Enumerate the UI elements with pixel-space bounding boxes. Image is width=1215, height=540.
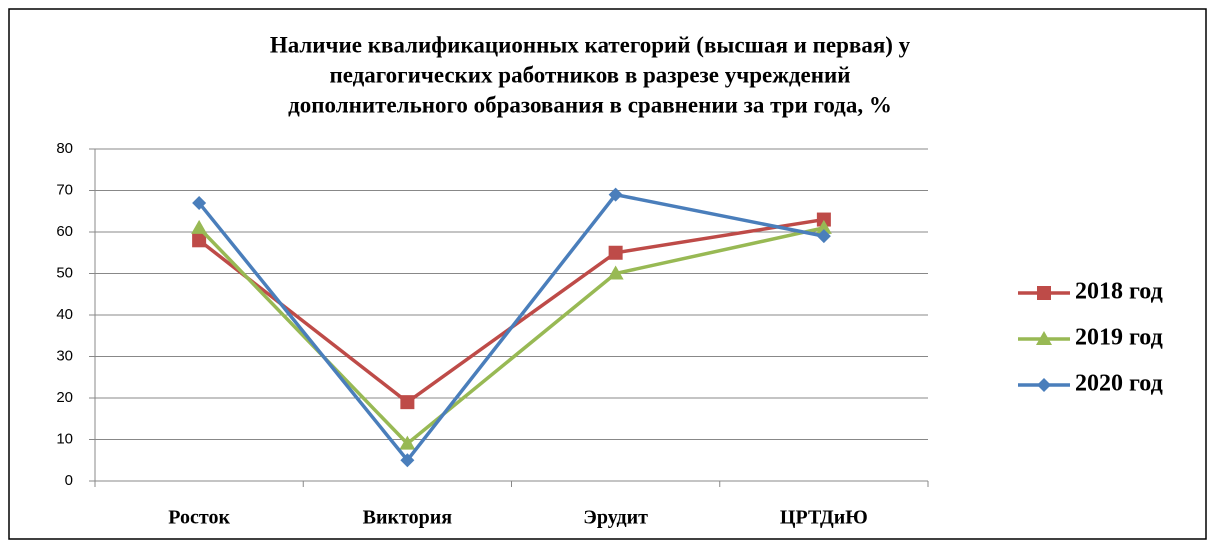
marker [192, 195, 207, 210]
marker [607, 265, 624, 280]
marker [608, 245, 623, 260]
legend-label: 2018 год [1075, 279, 1163, 305]
legend-label: 2019 год [1075, 325, 1163, 351]
marker [815, 219, 832, 234]
y-tick-label: 10 [56, 430, 73, 447]
marker [816, 229, 831, 244]
x-tick-label: Виктория [363, 507, 453, 529]
marker [1036, 331, 1052, 345]
y-tick-label: 70 [56, 181, 73, 198]
y-tick-label: 40 [56, 306, 73, 323]
series-line [197, 192, 825, 464]
marker [816, 212, 831, 227]
chart-title: педагогических работников в разрезе учре… [330, 62, 851, 87]
marker [1037, 378, 1051, 392]
x-tick-label: Росток [168, 507, 230, 529]
marker [192, 233, 207, 248]
x-tick-label: ЦРТДиЮ [780, 507, 868, 529]
y-tick-label: 80 [56, 140, 73, 157]
marker [399, 435, 416, 450]
marker [191, 219, 208, 234]
y-tick-label: 0 [65, 472, 73, 489]
y-tick-label: 30 [56, 347, 73, 364]
marker [400, 453, 415, 468]
marker [608, 187, 623, 202]
y-tick-label: 60 [56, 223, 73, 240]
y-tick-label: 20 [56, 389, 73, 406]
legend-label: 2020 год [1075, 371, 1163, 397]
series-line [197, 226, 825, 447]
marker [1037, 286, 1051, 300]
y-tick-label: 50 [56, 264, 73, 281]
marker [400, 395, 415, 410]
x-tick-label: Эрудит [583, 507, 648, 529]
chart-title: дополнительного образования в сравнении … [288, 92, 892, 117]
chart-title: Наличие квалификационных категорий (высш… [270, 32, 911, 57]
